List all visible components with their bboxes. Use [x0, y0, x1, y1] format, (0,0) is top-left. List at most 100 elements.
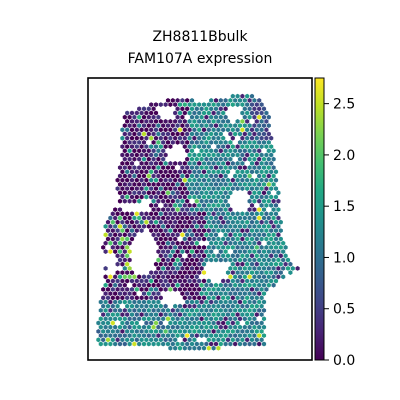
spot — [103, 282, 108, 288]
spot — [223, 207, 228, 212]
spot — [247, 148, 252, 154]
spot — [156, 257, 161, 263]
spot — [228, 324, 233, 330]
spot — [216, 110, 221, 116]
spot — [122, 131, 127, 137]
spot — [245, 127, 250, 133]
spot — [187, 295, 192, 301]
spot — [240, 287, 245, 292]
spot — [163, 186, 168, 191]
spot — [161, 341, 166, 347]
spot — [137, 198, 142, 204]
spot — [117, 308, 123, 313]
spot — [211, 186, 216, 191]
spot — [175, 266, 180, 271]
spot — [259, 253, 264, 259]
spot — [252, 308, 257, 313]
spot — [273, 203, 279, 208]
spot — [201, 345, 207, 351]
spot — [240, 169, 245, 175]
spot — [146, 316, 151, 322]
spot — [151, 316, 156, 322]
spot — [206, 345, 211, 351]
spot — [165, 131, 171, 137]
spot — [146, 274, 151, 280]
spot — [165, 140, 171, 145]
colorbar-tick-label: 1.0 — [333, 250, 355, 266]
spot — [216, 135, 221, 141]
spot — [185, 341, 190, 347]
spot — [228, 291, 233, 296]
spot — [249, 337, 255, 343]
spot — [221, 127, 226, 133]
spot — [129, 177, 135, 183]
spot — [247, 282, 252, 288]
spot — [98, 299, 103, 305]
spot — [247, 156, 252, 162]
spot — [127, 316, 132, 322]
spot — [206, 278, 211, 284]
spot — [211, 295, 216, 301]
spot — [240, 144, 245, 149]
spot — [242, 140, 247, 145]
spot — [151, 308, 156, 313]
spot — [137, 308, 142, 313]
spot — [228, 341, 233, 347]
spot — [165, 282, 171, 288]
spot — [233, 182, 238, 187]
spot — [144, 186, 149, 191]
spot — [156, 215, 161, 221]
spot — [264, 169, 269, 175]
spot — [175, 333, 180, 338]
spot — [249, 186, 255, 191]
spot — [125, 219, 130, 225]
spot — [139, 177, 144, 183]
spot — [153, 102, 159, 107]
spot — [192, 203, 197, 208]
spot — [177, 312, 183, 317]
spot — [139, 337, 144, 343]
spot — [261, 140, 267, 145]
spot — [254, 127, 259, 133]
spot — [170, 266, 175, 271]
spot — [185, 173, 190, 179]
spot — [127, 148, 132, 154]
spot — [233, 232, 238, 238]
spot — [165, 232, 171, 238]
spot — [156, 291, 161, 296]
spot — [170, 257, 175, 263]
spot — [245, 329, 250, 334]
spot — [197, 127, 202, 133]
spot — [117, 333, 123, 338]
spot — [221, 152, 226, 158]
spot — [249, 320, 255, 326]
spot — [211, 161, 216, 166]
spot — [187, 261, 192, 267]
spot — [168, 169, 173, 175]
spot — [101, 295, 106, 301]
spot — [194, 299, 199, 305]
spot — [115, 312, 120, 317]
spot — [266, 266, 271, 271]
spot — [117, 182, 123, 187]
spot — [180, 274, 185, 280]
spot — [144, 303, 149, 309]
spot — [206, 253, 211, 259]
spot — [269, 161, 274, 166]
spot — [185, 207, 190, 212]
spot — [182, 236, 187, 242]
spot — [127, 333, 132, 338]
spot — [257, 291, 262, 296]
spot — [201, 228, 207, 233]
spot — [117, 324, 123, 330]
spot — [158, 102, 163, 107]
spot — [264, 270, 269, 275]
spot — [103, 232, 108, 238]
spot — [276, 207, 281, 212]
spot — [180, 266, 185, 271]
spot — [153, 303, 159, 309]
spot — [127, 190, 132, 196]
spot — [249, 194, 255, 200]
spot — [163, 211, 168, 217]
spot — [264, 177, 269, 183]
